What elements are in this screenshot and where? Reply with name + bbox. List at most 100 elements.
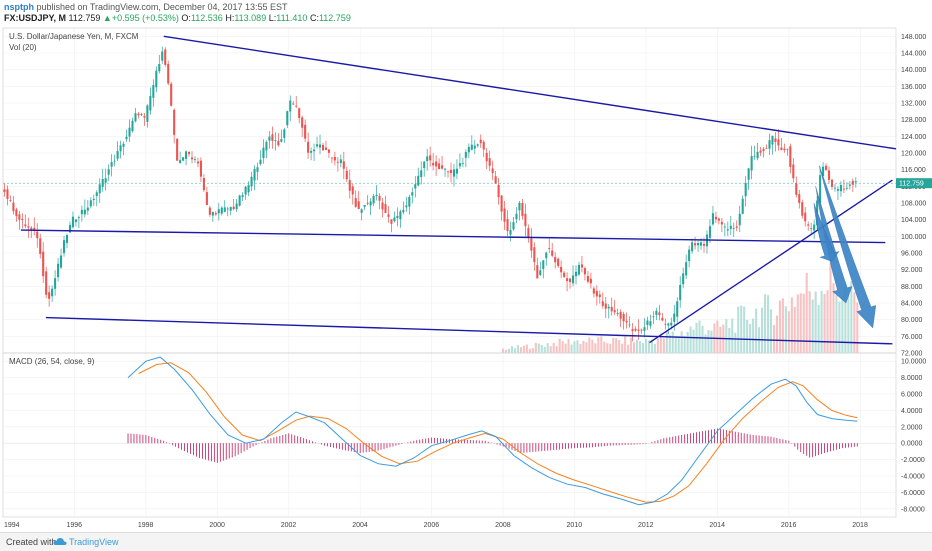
volume-bar: [561, 341, 564, 353]
forecast-arrows[interactable]: [813, 165, 877, 329]
candle-body: [685, 262, 688, 276]
candle-body: [509, 229, 512, 235]
candle-body: [15, 209, 18, 217]
candle-body: [497, 184, 500, 198]
time-axis[interactable]: 1994 1996 1998 2000 2002 2004 2006 2008 2010 2012…: [4, 522, 868, 529]
open-label: O:: [181, 13, 191, 23]
volume-bar: [630, 337, 633, 353]
volume-bar: [686, 331, 689, 353]
volume-bar: [591, 339, 594, 353]
candle-body: [116, 151, 119, 159]
candle-body: [202, 177, 205, 191]
macd-plot: [3, 356, 896, 506]
candle-body: [557, 258, 560, 266]
candle-body: [113, 160, 116, 162]
volume-bar: [549, 346, 552, 353]
candle-body: [92, 198, 95, 200]
candle-body: [36, 231, 39, 239]
candle-body: [836, 189, 839, 191]
candle-body: [226, 208, 229, 210]
candle-body: [339, 159, 342, 164]
macd-axis[interactable]: 10.0000 8.0000 6.0000 4.0000 2.0000 0.0000 -2.…: [901, 359, 926, 514]
candle-body: [577, 264, 581, 275]
volume-bar: [743, 306, 746, 353]
candle-body: [655, 310, 658, 315]
author-name[interactable]: nsptph: [4, 2, 34, 12]
candle-body: [688, 249, 691, 262]
candle-body: [580, 264, 584, 268]
candle-body: [446, 171, 450, 173]
volume-bar: [671, 331, 674, 353]
candle-body: [714, 216, 717, 220]
candle-body: [324, 147, 328, 150]
volume-bar: [597, 337, 600, 353]
candle-body: [515, 213, 518, 220]
candle-body: [384, 204, 387, 213]
candle-body: [259, 159, 262, 165]
candle-body: [241, 195, 244, 198]
volume-bar: [802, 293, 805, 353]
price-tick-label: 124.000: [901, 134, 926, 141]
macd-tick-label: 0.0000: [901, 441, 923, 448]
candle-body: [405, 205, 408, 208]
candle-body: [315, 144, 319, 147]
candle-body: [833, 187, 837, 189]
candle-body: [89, 200, 92, 207]
volume-bar: [680, 331, 683, 353]
candle-body: [845, 187, 848, 189]
candle-body: [232, 206, 235, 210]
volume-bar: [725, 319, 728, 353]
candle-body: [396, 215, 399, 218]
volume-bar: [823, 294, 826, 353]
candle-body: [560, 266, 563, 273]
candle-body: [146, 105, 149, 122]
candle-body: [253, 169, 256, 181]
volume-bar: [850, 281, 853, 353]
candle-body: [786, 148, 789, 150]
candle-body: [825, 165, 828, 170]
candle-body: [101, 179, 104, 187]
candle-body: [354, 198, 357, 207]
candle-body: [616, 313, 619, 315]
candle-body: [652, 316, 655, 318]
candle-body: [286, 111, 289, 126]
candle-body: [732, 228, 735, 230]
volume-bar: [594, 343, 597, 353]
candle-body: [161, 51, 164, 61]
trend-lines[interactable]: [20, 35, 897, 345]
chart-canvas[interactable]: 72.000 76.000 80.000 84.000 88.000 92.000 96.0…: [0, 0, 932, 532]
price-axis[interactable]: 72.000 76.000 80.000 84.000 88.000 92.000 96.0…: [901, 34, 926, 358]
candle-body: [533, 247, 536, 263]
candle-body: [548, 248, 551, 249]
candle-body: [313, 149, 316, 152]
candle-body: [214, 213, 217, 215]
candle-body: [369, 201, 372, 206]
volume-bar: [647, 340, 650, 353]
candle-body: [182, 157, 185, 161]
candle-body: [720, 221, 723, 225]
candle-body: [271, 134, 274, 141]
candle-body: [68, 224, 72, 233]
candle-body: [158, 64, 161, 72]
candle-body: [327, 149, 330, 153]
candle-body: [375, 194, 378, 196]
candle-body: [610, 306, 613, 312]
candle-body: [571, 275, 575, 284]
volume-bar: [609, 343, 612, 353]
volume-bar: [826, 290, 829, 353]
volume-bar: [570, 344, 573, 353]
candle-body: [479, 139, 482, 144]
candle-body: [57, 263, 60, 278]
macd-tick-label: 8.0000: [901, 375, 923, 382]
volume-bars: [502, 263, 859, 353]
candle-body: [628, 324, 631, 326]
volume-bar: [627, 344, 630, 353]
candle-body: [122, 143, 125, 147]
candle-body: [452, 169, 456, 177]
time-tick-label: 2008: [495, 522, 511, 529]
tradingview-brand-link[interactable]: TradingView: [69, 537, 119, 547]
candle-body: [747, 168, 750, 180]
candle-body: [360, 209, 363, 213]
volume-bar: [832, 283, 835, 353]
candle-body: [667, 323, 670, 326]
